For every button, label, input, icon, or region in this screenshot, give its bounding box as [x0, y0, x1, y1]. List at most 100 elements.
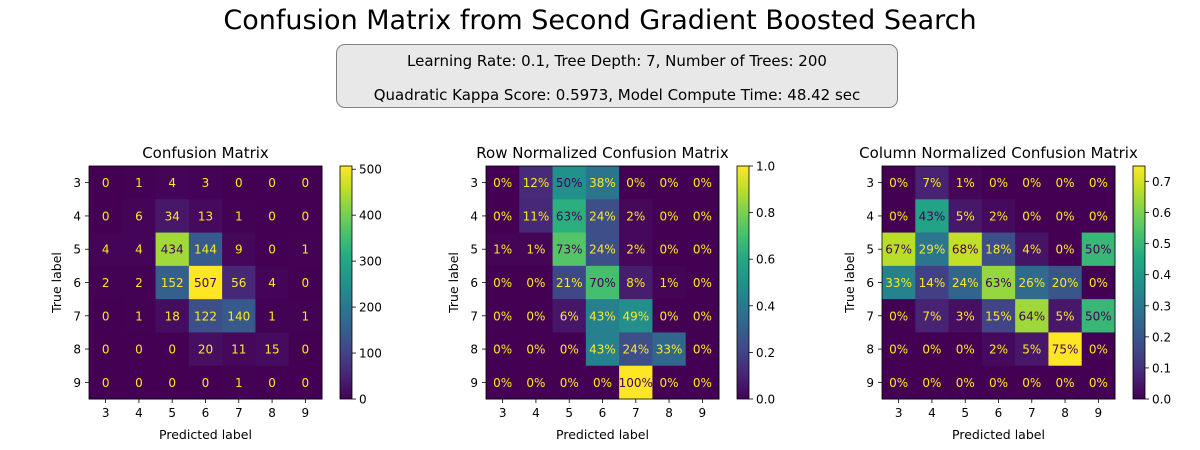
heatmap-cell [288, 365, 323, 400]
chart-title: Column Normalized Confusion Matrix [859, 144, 1138, 162]
x-tick-label: 6 [599, 406, 607, 420]
y-tick-label: 4 [470, 209, 478, 223]
heatmap-cell [519, 166, 554, 200]
heatmap-cell [948, 166, 983, 200]
x-tick-label: 3 [895, 406, 903, 420]
cell-value-label: 0% [693, 376, 712, 390]
heatmap-cell [619, 166, 653, 200]
cell-value-label: 0% [1056, 176, 1075, 190]
cell-value-label: 43% [919, 209, 946, 223]
x-tick-label: 9 [699, 406, 707, 420]
cell-value-label: 43% [589, 343, 616, 357]
heatmap-cell [1015, 232, 1049, 267]
cell-value-label: 8% [626, 276, 645, 290]
heatmap-cell [981, 332, 1016, 367]
cell-value-label: 140 [227, 309, 250, 323]
y-tick-label: 8 [866, 343, 874, 357]
heatmap-cell [552, 166, 587, 200]
cell-value-label: 1 [268, 309, 276, 323]
y-tick-label: 9 [470, 376, 478, 390]
heatmap-cell [882, 166, 916, 200]
y-tick-label: 3 [73, 176, 81, 190]
heatmap-cell [882, 232, 916, 267]
heatmap-cell [122, 365, 157, 400]
heatmap-cell [619, 199, 653, 234]
y-axis-label: True label [49, 252, 64, 314]
heatmap-cell [685, 232, 720, 267]
heatmap-cell [1081, 265, 1116, 300]
cell-value-label: 0% [693, 343, 712, 357]
cell-value-label: 0 [168, 343, 176, 357]
heatmap-cell [981, 299, 1016, 333]
heatmap-cell [1048, 299, 1083, 333]
heatmap-cell [652, 199, 687, 234]
heatmap-cell [89, 299, 123, 333]
cell-value-label: 63% [556, 209, 583, 223]
cell-value-label: 67% [885, 243, 912, 257]
cell-value-label: 34 [165, 209, 180, 223]
heatmap-cell [882, 265, 916, 300]
cell-value-label: 0% [660, 243, 679, 257]
cell-value-label: 5% [956, 209, 975, 223]
heatmap-cell [915, 199, 950, 234]
cell-value-label: 0% [660, 376, 679, 390]
heatmap-cell [552, 265, 587, 300]
heatmap-cell [188, 365, 223, 400]
cell-value-label: 11% [523, 209, 550, 223]
cell-value-label: 0% [1022, 176, 1041, 190]
cell-value-label: 0% [693, 243, 712, 257]
cell-value-label: 0% [626, 176, 645, 190]
heatmap-cell [255, 199, 290, 234]
heatmap-cell [948, 365, 983, 400]
heatmap-cell [915, 265, 950, 300]
heatmap-cell [1015, 265, 1049, 300]
y-tick-label: 8 [73, 343, 81, 357]
y-tick-label: 5 [73, 243, 81, 257]
cell-value-label: 1 [302, 309, 310, 323]
heatmap-cell [222, 365, 256, 400]
y-tick-label: 7 [73, 309, 81, 323]
heatmap-cell [882, 365, 916, 400]
cell-value-label: 7% [922, 309, 941, 323]
cell-value-label: 4 [135, 243, 143, 257]
heatmap-cell [882, 332, 916, 367]
heatmap-cell [685, 166, 720, 200]
cell-value-label: 1 [135, 176, 143, 190]
figure-title: Confusion Matrix from Second Gradient Bo… [223, 5, 977, 36]
cell-value-label: 1 [135, 309, 143, 323]
heatmap-cell [155, 365, 190, 400]
cell-value-label: 434 [161, 243, 184, 257]
heatmap-cell [222, 299, 256, 333]
y-tick-label: 4 [73, 209, 81, 223]
cell-value-label: 26% [1018, 276, 1045, 290]
x-tick-label: 6 [202, 406, 210, 420]
heatmap-cell [1081, 299, 1116, 333]
heatmap-cell [619, 232, 653, 267]
cell-value-label: 15% [985, 309, 1012, 323]
heatmap-cell [1015, 166, 1049, 200]
cell-value-label: 49% [622, 309, 649, 323]
heatmap-cell [188, 265, 223, 300]
chart-title: Row Normalized Confusion Matrix [476, 144, 729, 162]
heatmap-cell [585, 265, 620, 300]
cell-value-label: 0 [268, 243, 276, 257]
heatmap-cell [255, 299, 290, 333]
colorbar [1132, 165, 1146, 400]
cell-value-label: 0% [1089, 209, 1108, 223]
x-axis-label: Predicted label [952, 427, 1045, 442]
heatmap-cell [652, 166, 687, 200]
heatmap-cell [652, 265, 687, 300]
heatmap-panel-3: 0% 7% 1% 0% 0% 0% 0%0% 43% 5% 2% 0% 0% 0%67% 29% 68% 18… [842, 144, 1171, 442]
y-axis-label: True label [446, 252, 461, 314]
cell-value-label: 0% [560, 376, 579, 390]
cell-value-label: 1 [235, 209, 243, 223]
heatmap-cell [1081, 166, 1116, 200]
cell-value-label: 5% [1022, 343, 1041, 357]
cell-value-label: 9 [235, 243, 243, 257]
x-tick-label: 8 [665, 406, 673, 420]
cell-value-label: 0 [202, 376, 210, 390]
heatmap-cell [519, 199, 554, 234]
cell-value-label: 0% [693, 209, 712, 223]
heatmap-panel-2: 0% 12% 50% 38% 0% 0% 0%0% 11% 63% 24% 2% 0% 0%1% 1% 73… [446, 144, 775, 442]
cell-value-label: 122 [194, 309, 217, 323]
